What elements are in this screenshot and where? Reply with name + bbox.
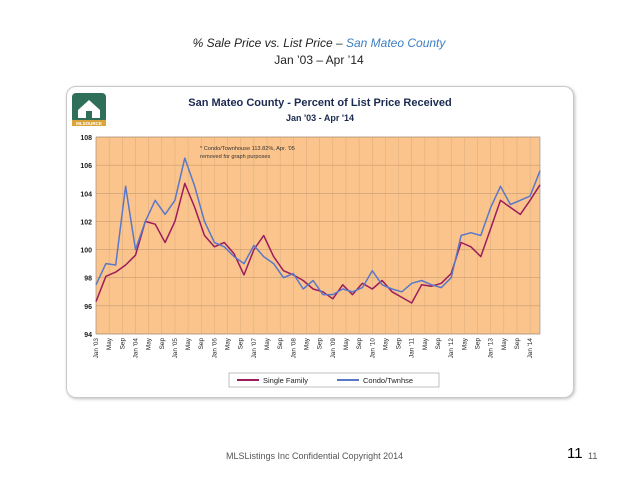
series-condo-line [95,157,541,296]
series-single-family-line [95,182,541,304]
x-tick-label: Sep [396,338,403,350]
chart-title: San Mateo County - Percent of List Price… [188,97,451,109]
x-tick-label: May [185,337,192,350]
legend: Single Family Condo/Twnhse [228,372,440,388]
x-tick-label: May [264,337,271,350]
chart-subtitle: Jan '03 - Apr '14 [286,113,354,123]
chart-annotation: * Condo/Townhouse 113.82%, Apr. '05 [200,146,295,152]
logo-text: MLSOURCE [76,121,102,126]
y-tick-label: 96 [84,304,92,311]
x-tick-label: Jan '07 [251,338,258,359]
title-prefix: % Sale Price vs. List Price – [192,36,346,50]
y-tick-label: 106 [80,163,92,170]
x-tick-label: Sep [159,338,166,350]
plot-area: 94 96 98 100 102 104 106 108 Jan '03 May Sep Jan '0… [80,135,541,359]
page-number-small: 11 [588,451,598,461]
x-tick-label: May [343,337,350,350]
page-number-large: 11 [567,445,583,462]
slide-subtitle: Jan ’03 – Apr ’14 [274,53,364,67]
x-tick-label: Jan '13 [488,338,495,359]
x-tick-label: May [422,337,429,350]
legend-label: Condo/Twnhse [363,376,413,385]
y-tick-label: 104 [80,191,92,198]
legend-label: Single Family [263,376,308,385]
y-tick-label: 98 [84,276,92,283]
chart-annotation: removed for graph purposes [200,154,270,160]
x-tick-label: Jan '03 [93,338,100,359]
plot-background [95,136,541,335]
mlsource-logo: MLSOURCE [72,93,106,126]
x-tick-label: May [501,337,508,350]
x-tick-label: Sep [475,338,482,350]
x-tick-label: Jan '12 [448,338,455,359]
slide-title: % Sale Price vs. List Price – San Mateo … [0,36,638,50]
x-tick-label: May [225,337,232,350]
legend-box [228,372,440,388]
x-tick-label: May [146,337,153,350]
y-tick-label: 94 [84,332,92,339]
x-tick-label: Jan '05 [172,338,179,359]
x-tick-label: Jan '14 [527,338,534,359]
y-tick-label: 100 [80,248,92,255]
x-tick-label: Jan '11 [409,338,416,358]
x-tick-label: Jan '04 [132,338,139,359]
y-tick-label: 108 [80,135,92,142]
x-tick-label: Jan '06 [211,338,218,359]
x-tick-label: May [461,337,468,350]
x-tick-label: Jan '10 [369,338,376,359]
x-tick-label: Sep [514,338,521,350]
x-tick-label: Jan '08 [290,338,297,359]
x-tick-label: Jan '09 [330,338,337,359]
x-tick-label: Sep [277,338,284,350]
y-tick-label: 102 [80,219,92,226]
x-tick-label: Sep [119,338,126,350]
x-tick-label: May [303,337,310,350]
x-tick-label: May [382,337,389,350]
x-tick-label: Sep [317,338,324,350]
footer-text: MLSListings Inc Confidential Copyright 2… [226,451,404,461]
x-tick-label: Sep [198,338,205,350]
x-tick-label: Sep [435,338,442,350]
x-tick-label: Sep [238,338,245,350]
x-tick-label: May [106,337,113,350]
x-tick-label: Sep [356,338,363,350]
title-county: San Mateo County [345,36,446,50]
